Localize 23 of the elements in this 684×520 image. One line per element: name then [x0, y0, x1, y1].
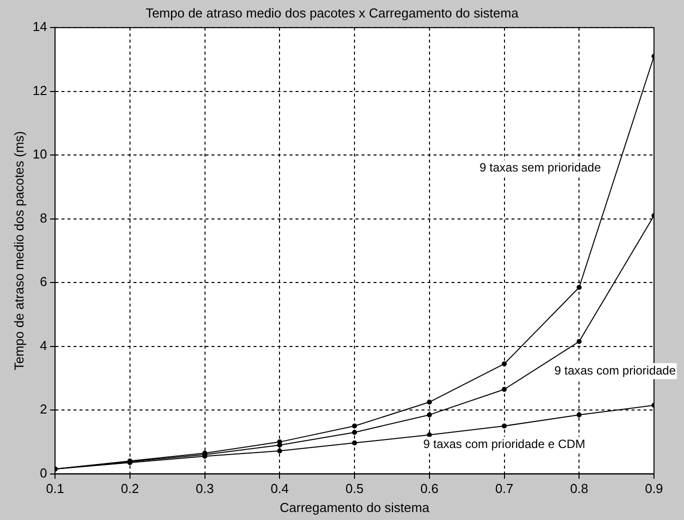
series-label: 9 taxas com prioridade — [554, 363, 676, 378]
x-tick-label: 0.1 — [46, 481, 64, 496]
y-tick-label: 6 — [40, 274, 48, 290]
y-tick-label: 12 — [32, 82, 48, 98]
x-tick-label: 0.6 — [420, 481, 438, 496]
x-tick-label: 0.7 — [495, 481, 514, 496]
y-tick-label: 10 — [32, 146, 48, 162]
x-tick-label: 0.2 — [120, 481, 139, 496]
series-label: 9 taxas com prioridade e CDM — [423, 437, 586, 452]
x-tick-label: 0.4 — [270, 481, 289, 496]
x-axis-title: Carregamento do sistema — [280, 500, 430, 515]
chart-title: Tempo de atraso medio dos pacotes x Carregamento do sistema — [146, 5, 520, 20]
x-tick-label: 0.8 — [570, 481, 588, 496]
y-tick-label: 14 — [32, 19, 48, 34]
y-tick-label: 2 — [40, 402, 48, 417]
y-tick-label: 0 — [40, 465, 48, 480]
series-label: 9 taxas sem prioridade — [480, 160, 602, 174]
x-tick-label: 0.9 — [644, 481, 664, 496]
x-tick-label: 0.5 — [345, 481, 364, 496]
y-axis-title: Tempo de atraso medio dos pacotes (ms) — [11, 131, 26, 370]
y-tick-label: 8 — [40, 210, 48, 226]
x-tick-label: 0.3 — [196, 481, 214, 496]
y-tick-label: 4 — [40, 338, 48, 353]
